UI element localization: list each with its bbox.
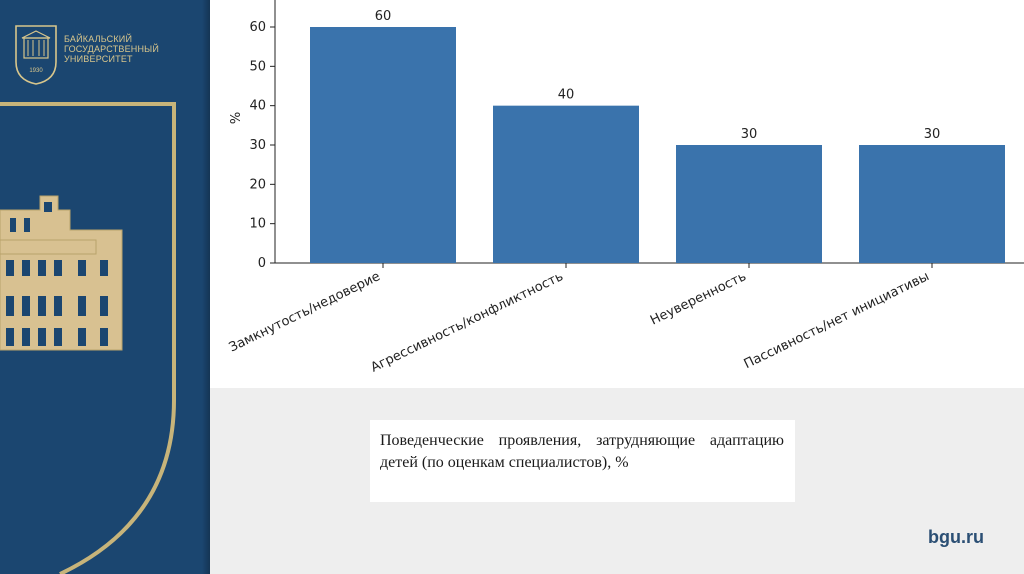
y-tick-label: 10 bbox=[249, 217, 266, 232]
x-tick-label: Замкнутость/недоверие bbox=[227, 269, 383, 355]
bar bbox=[493, 105, 639, 264]
shield-building-illustration bbox=[0, 102, 176, 574]
university-emblem-icon: 1930 bbox=[15, 25, 57, 85]
left-brand-panel: 1930 БАЙКАЛЬСКИЙ ГОСУДАРСТВЕННЫЙ УНИВЕРС… bbox=[0, 0, 210, 574]
y-tick-label: 30 bbox=[249, 138, 266, 153]
university-logo: 1930 БАЙКАЛЬСКИЙ ГОСУДАРСТВЕННЫЙ УНИВЕРС… bbox=[12, 22, 202, 88]
y-tick-label: 60 bbox=[249, 20, 266, 35]
y-axis-label: % bbox=[229, 112, 244, 124]
chart-panel: 0 10 20 30 40 50 60% 60 Замкнутость/недоверие 40 А… bbox=[210, 0, 1024, 388]
logo-text: БАЙКАЛЬСКИЙ ГОСУДАРСТВЕННЫЙ УНИВЕРСИТЕТ bbox=[64, 34, 159, 64]
y-tick-label: 40 bbox=[249, 99, 266, 114]
data-label: 60 bbox=[375, 9, 392, 24]
chart-caption: Поведенческие проявления, затрудняющие а… bbox=[380, 432, 784, 471]
bar bbox=[676, 145, 822, 263]
data-label: 40 bbox=[558, 88, 575, 103]
bar bbox=[859, 145, 1005, 263]
logo-line-1: БАЙКАЛЬСКИЙ bbox=[64, 34, 133, 44]
x-tick-label: Агрессивность/конфликтность bbox=[369, 269, 566, 375]
bar bbox=[310, 27, 456, 263]
logo-line-3: УНИВЕРСИТЕТ bbox=[64, 54, 133, 64]
bar-chart: 0 10 20 30 40 50 60% 60 Замкнутость/недоверие 40 А… bbox=[227, 0, 1024, 376]
y-tick-label: 50 bbox=[249, 59, 266, 74]
data-label: 30 bbox=[741, 127, 758, 142]
emblem-year: 1930 bbox=[29, 68, 43, 74]
y-tick-label: 0 bbox=[258, 256, 266, 271]
site-url[interactable]: bgu.ru bbox=[928, 527, 984, 547]
logo-line-2: ГОСУДАРСТВЕННЫЙ bbox=[64, 44, 160, 54]
data-label: 30 bbox=[924, 127, 941, 142]
y-tick-label: 20 bbox=[249, 177, 266, 192]
x-tick-label: Неуверенность bbox=[648, 269, 749, 328]
x-tick-label: Пассивность/нет инициативы bbox=[742, 269, 932, 372]
panel-shadow bbox=[202, 0, 210, 574]
caption-box: Поведенческие проявления, затрудняющие а… bbox=[370, 420, 795, 502]
